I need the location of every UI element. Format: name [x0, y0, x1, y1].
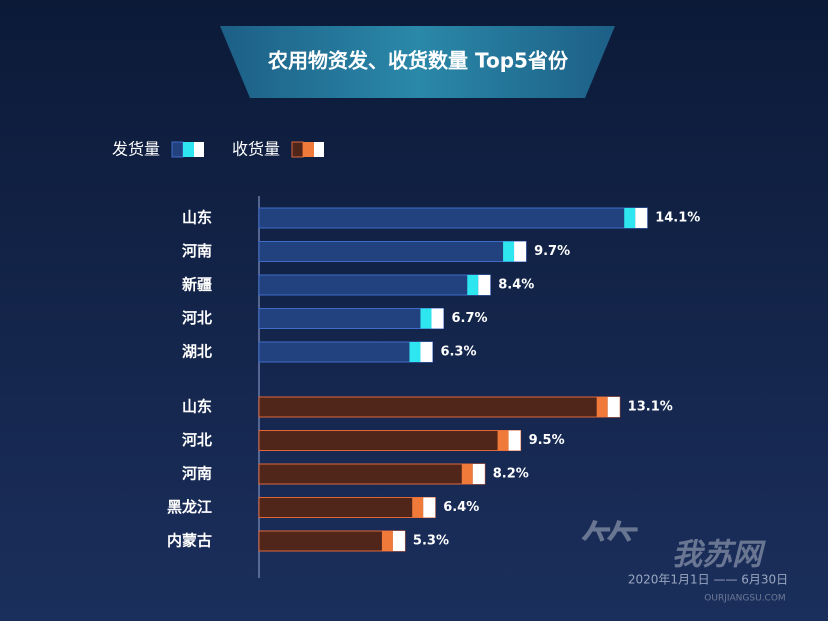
title-banner — [220, 26, 615, 98]
category-label: 河北 — [182, 431, 212, 449]
bar-end — [420, 342, 433, 362]
bar-cap — [409, 342, 421, 362]
legend-swatch — [291, 141, 304, 158]
value-label: 6.4% — [443, 500, 479, 515]
category-label: 山东 — [182, 209, 212, 227]
bar-end — [431, 308, 444, 329]
bar-cap — [420, 308, 432, 329]
bar-end — [478, 275, 491, 295]
value-label: 6.3% — [440, 345, 476, 360]
bar-end — [514, 241, 527, 262]
bar — [258, 241, 527, 262]
bar-cap — [624, 208, 636, 228]
date-note: 2020年1月1日 —— 6月30日 — [628, 573, 788, 587]
category-label: 新疆 — [182, 276, 212, 294]
bar-end — [423, 497, 436, 518]
bar-cap — [467, 275, 479, 295]
category-label: 黑龙江 — [167, 498, 212, 516]
category-label: 河南 — [182, 242, 212, 260]
bar-cap — [381, 531, 393, 551]
bar — [258, 463, 486, 485]
category-label: 河南 — [182, 465, 212, 483]
bar — [258, 396, 621, 418]
bar — [258, 341, 433, 363]
value-label: 14.1% — [655, 211, 700, 226]
category-label: 山东 — [182, 398, 212, 416]
legend-swatch-cap — [183, 142, 194, 157]
value-label: 5.3% — [413, 534, 449, 549]
value-label: 8.2% — [493, 467, 529, 482]
value-label: 6.7% — [451, 311, 487, 326]
value-label: 8.4% — [498, 278, 534, 293]
bar-end — [392, 531, 405, 551]
bar-cap — [497, 430, 509, 451]
bar-cap — [412, 497, 424, 518]
bar-end — [607, 397, 620, 417]
legend-label: 发货量 — [112, 140, 160, 159]
bar — [258, 308, 444, 329]
category-label: 河北 — [182, 309, 212, 327]
legend-label: 收货量 — [232, 140, 280, 159]
bar-cap — [596, 397, 608, 417]
chart-title: 农用物资发、收货数量 Top5省份 — [267, 49, 569, 73]
watermark-text: 我苏网 — [672, 538, 766, 573]
value-label: 13.1% — [628, 400, 673, 415]
bar-end — [635, 208, 648, 228]
bar-end — [508, 430, 521, 451]
bar — [258, 430, 522, 451]
bar-cap — [461, 464, 473, 484]
bar — [258, 497, 436, 518]
bar-end — [472, 464, 485, 484]
legend-swatch — [171, 141, 184, 158]
watermark: ⺮ 我苏网 OURJIANGSU.COM — [580, 517, 786, 604]
category-label: 湖北 — [182, 343, 212, 361]
category-label: 内蒙古 — [167, 532, 212, 550]
legend-swatch-cap — [303, 142, 314, 157]
watermark-logo: ⺮ — [580, 517, 640, 587]
legend-swatch-end — [194, 142, 204, 157]
bar — [258, 274, 491, 296]
legend-swatch-end — [314, 142, 324, 157]
bar-cap — [503, 241, 515, 262]
bar — [258, 207, 648, 229]
value-label: 9.5% — [529, 433, 565, 448]
value-label: 9.7% — [534, 244, 570, 259]
watermark-url: OURJIANGSU.COM — [704, 594, 785, 604]
